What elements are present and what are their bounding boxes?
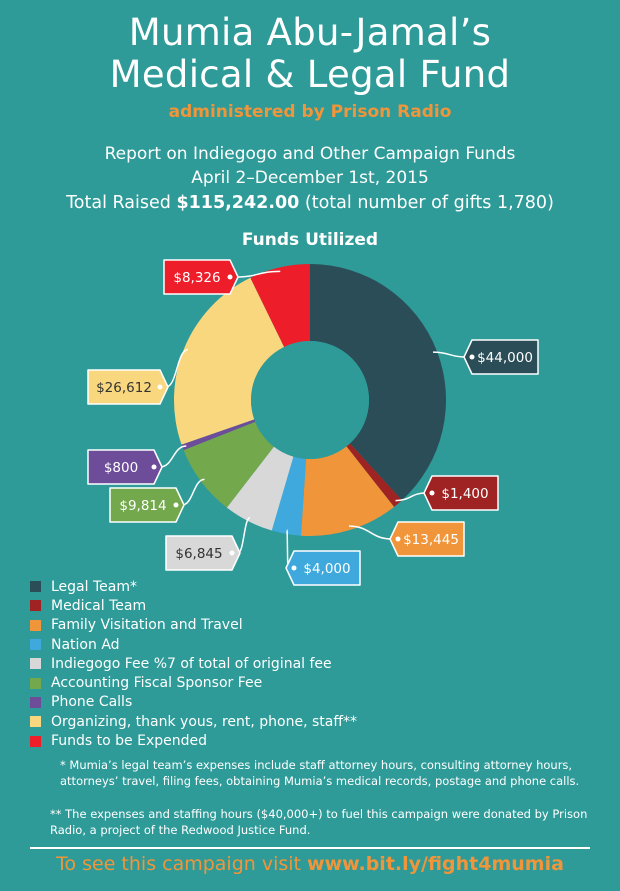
data-label-phone-calls: $800 bbox=[104, 460, 138, 476]
leader-line-nation-ad bbox=[286, 529, 289, 569]
legend-item-organizing-thank-yous-rent-phone-staff: Organizing, thank yous, rent, phone, sta… bbox=[30, 712, 357, 731]
legend-item-indiegogo-fee-7-of-total-of-original-fee: Indiegogo Fee %7 of total of original fe… bbox=[30, 654, 357, 673]
price-tag-phone-calls: $800 bbox=[87, 449, 163, 485]
page-title-line-1: Mumia Abu-Jamal’s bbox=[128, 11, 492, 54]
leader-line-accounting-fiscal-sponsor-fee bbox=[181, 478, 205, 506]
legend-label: Organizing, thank yous, rent, phone, sta… bbox=[51, 713, 357, 730]
data-label-funds-to-be-expended: $8,326 bbox=[173, 270, 220, 286]
report-heading: Report on Indiegogo and Other Campaign F… bbox=[104, 144, 516, 164]
data-label-organizing-thank-yous-rent-phone-staff: $26,612 bbox=[96, 380, 152, 396]
price-tag-family-visitation-and-travel: $13,445 bbox=[389, 521, 465, 557]
data-label-nation-ad: $4,000 bbox=[303, 561, 350, 577]
legend-label: Accounting Fiscal Sponsor Fee bbox=[51, 675, 263, 692]
legend-label: Medical Team bbox=[51, 597, 147, 614]
legend-swatch bbox=[30, 696, 41, 708]
leader-line-funds-to-be-expended bbox=[235, 270, 281, 278]
subtitle: administered by Prison Radio bbox=[168, 102, 452, 122]
legend-label: Funds to be Expended bbox=[51, 733, 208, 750]
slice-indiegogo-fee-7-of-total-of-original-fee bbox=[226, 446, 294, 531]
legend-label: Indiegogo Fee %7 of total of original fe… bbox=[51, 655, 332, 672]
slice-accounting-fiscal-sponsor-fee bbox=[183, 421, 274, 508]
slice-funds-to-be-expended bbox=[250, 264, 310, 347]
price-tag-nation-ad: $4,000 bbox=[285, 550, 361, 586]
legend-swatch bbox=[30, 581, 41, 593]
data-label-legal-team: $44,000 bbox=[477, 350, 533, 366]
leader-line-medical-team bbox=[395, 492, 427, 502]
page-title-line-2: Medical & Legal Fund bbox=[109, 53, 511, 96]
donut-chart: $44,000 $1,400 $13,445 $4,000 $6,845 $9,814 $8… bbox=[87, 259, 539, 586]
legend-swatch bbox=[30, 658, 41, 670]
slice-phone-calls bbox=[181, 419, 256, 451]
price-tag-medical-team: $1,400 bbox=[423, 475, 499, 511]
campaign-link[interactable]: www.bit.ly/fight4mumia bbox=[307, 853, 564, 875]
legend-swatch bbox=[30, 619, 41, 631]
data-label-indiegogo-fee-7-of-total-of-original-fee: $6,845 bbox=[175, 546, 222, 562]
price-tag-indiegogo-fee-7-of-total-of-original-fee: $6,845 bbox=[165, 535, 241, 571]
legend-swatch bbox=[30, 735, 41, 747]
legend-label: Family Visitation and Travel bbox=[51, 617, 243, 634]
legend-item-family-visitation-and-travel: Family Visitation and Travel bbox=[30, 616, 357, 635]
legend-item-funds-to-be-expended: Funds to be Expended bbox=[30, 731, 357, 750]
leader-line-legal-team bbox=[433, 351, 467, 358]
footer-cta: To see this campaign visit www.bit.ly/fi… bbox=[0, 853, 620, 875]
legend-swatch bbox=[30, 677, 41, 689]
legend-label: Nation Ad bbox=[51, 636, 120, 653]
report-date-range: April 2–December 1st, 2015 bbox=[191, 168, 429, 188]
legend-item-nation-ad: Nation Ad bbox=[30, 635, 357, 654]
price-tag-organizing-thank-yous-rent-phone-staff: $26,612 bbox=[87, 369, 169, 405]
total-suffix: (total number of gifts 1,780) bbox=[299, 193, 554, 213]
leader-line-indiegogo-fee-7-of-total-of-original-fee bbox=[237, 516, 251, 554]
price-tag-legal-team: $44,000 bbox=[463, 339, 539, 375]
donut-hole bbox=[251, 341, 369, 459]
legend-item-phone-calls: Phone Calls bbox=[30, 693, 357, 712]
slice-nation-ad bbox=[271, 456, 307, 536]
total-prefix: Total Raised bbox=[66, 193, 177, 213]
chart-legend: Legal Team* Medical Team Family Visitation… bbox=[30, 577, 357, 751]
legend-item-medical-team: Medical Team bbox=[30, 596, 357, 615]
leader-line-family-visitation-and-travel bbox=[348, 525, 393, 540]
footnote-donated-expenses: ** The expenses and staffing hours ($40,… bbox=[50, 807, 588, 837]
chart-title: Funds Utilized bbox=[241, 230, 379, 250]
legend-item-accounting-fiscal-sponsor-fee: Accounting Fiscal Sponsor Fee bbox=[30, 673, 357, 692]
legend-swatch bbox=[30, 639, 41, 651]
legend-swatch bbox=[30, 600, 41, 612]
data-label-accounting-fiscal-sponsor-fee: $9,814 bbox=[119, 498, 166, 514]
data-label-family-visitation-and-travel: $13,445 bbox=[403, 532, 459, 548]
legend-item-legal-team: Legal Team* bbox=[30, 577, 357, 596]
slice-legal-team bbox=[310, 264, 446, 501]
footnote-legal-team: * Mumia’s legal team’s expenses include … bbox=[60, 758, 580, 788]
footer-divider bbox=[30, 847, 590, 849]
footer-prefix: To see this campaign visit bbox=[56, 853, 308, 875]
data-label-medical-team: $1,400 bbox=[441, 486, 488, 502]
legend-label: Legal Team* bbox=[51, 578, 137, 595]
slice-family-visitation-and-travel bbox=[300, 446, 395, 536]
slice-medical-team bbox=[346, 443, 402, 507]
leader-line-phone-calls bbox=[159, 445, 187, 468]
total-raised: Total Raised $115,242.00 (total number o… bbox=[0, 191, 620, 215]
price-tag-funds-to-be-expended: $8,326 bbox=[163, 259, 239, 295]
leader-line-organizing-thank-yous-rent-phone-staff bbox=[165, 348, 189, 388]
slice-organizing-thank-yous-rent-phone-staff bbox=[173, 277, 285, 445]
legend-label: Phone Calls bbox=[51, 694, 133, 711]
total-amount: $115,242.00 bbox=[176, 193, 300, 213]
legend-swatch bbox=[30, 716, 41, 728]
price-tag-accounting-fiscal-sponsor-fee: $9,814 bbox=[109, 487, 185, 523]
